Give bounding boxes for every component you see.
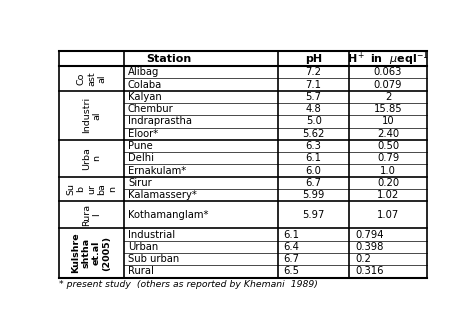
Text: 7.2: 7.2 [306, 67, 322, 77]
Text: Industrial: Industrial [128, 229, 175, 240]
Text: 5.97: 5.97 [302, 210, 325, 220]
Text: Rural: Rural [128, 267, 154, 277]
Text: 0.20: 0.20 [377, 178, 399, 188]
Text: 0.398: 0.398 [355, 242, 383, 252]
Text: 0.794: 0.794 [355, 229, 383, 240]
Text: 0.063: 0.063 [374, 67, 402, 77]
Text: Colaba: Colaba [128, 80, 162, 90]
Text: 0.2: 0.2 [355, 254, 371, 264]
Text: Co
ast
al: Co ast al [76, 71, 106, 86]
Text: Eloor*: Eloor* [128, 129, 158, 139]
Text: Sub urban: Sub urban [128, 254, 179, 264]
Text: * present study  (others as reported by Khemani  1989): * present study (others as reported by K… [59, 280, 318, 289]
Text: 10: 10 [382, 117, 394, 126]
Text: Indraprastha: Indraprastha [128, 117, 192, 126]
Text: 0.079: 0.079 [374, 80, 402, 90]
Text: Kothamanglam*: Kothamanglam* [128, 210, 209, 220]
Text: Urba
n: Urba n [82, 147, 101, 170]
Text: 6.4: 6.4 [283, 242, 299, 252]
Text: 5.62: 5.62 [302, 129, 325, 139]
Text: 4.8: 4.8 [306, 104, 321, 114]
Text: 1.02: 1.02 [377, 190, 399, 200]
Text: 6.5: 6.5 [283, 267, 300, 277]
Text: 5.99: 5.99 [302, 190, 325, 200]
Text: 6.3: 6.3 [306, 141, 321, 151]
Text: 1.0: 1.0 [380, 166, 396, 176]
Text: 0.316: 0.316 [355, 267, 383, 277]
Text: H$^+$ in  $\mu$eql$^{-1}$: H$^+$ in $\mu$eql$^{-1}$ [347, 49, 429, 68]
Text: Station: Station [146, 54, 191, 64]
Text: Kulshre
shtha
et.al
(2005): Kulshre shtha et.al (2005) [71, 233, 111, 273]
Text: 5.7: 5.7 [306, 92, 322, 102]
Text: Delhi: Delhi [128, 153, 154, 163]
Text: 0.50: 0.50 [377, 141, 399, 151]
Text: 15.85: 15.85 [374, 104, 402, 114]
Text: Pune: Pune [128, 141, 153, 151]
Text: 2.40: 2.40 [377, 129, 399, 139]
Text: 6.1: 6.1 [283, 229, 300, 240]
Text: 1.07: 1.07 [377, 210, 399, 220]
Text: 5.0: 5.0 [306, 117, 321, 126]
Text: Ernakulam*: Ernakulam* [128, 166, 186, 176]
Text: Sirur: Sirur [128, 178, 152, 188]
Text: 0.79: 0.79 [377, 153, 399, 163]
Text: Urban: Urban [128, 242, 158, 252]
Text: 2: 2 [385, 92, 391, 102]
Text: 6.7: 6.7 [306, 178, 322, 188]
Text: Su
b
ur
ba
n: Su b ur ba n [66, 183, 117, 195]
Text: 6.7: 6.7 [283, 254, 300, 264]
Text: Kalyan: Kalyan [128, 92, 162, 102]
Text: Alibag: Alibag [128, 67, 159, 77]
Text: 6.1: 6.1 [306, 153, 322, 163]
Text: Kalamassery*: Kalamassery* [128, 190, 197, 200]
Text: 6.0: 6.0 [306, 166, 321, 176]
Text: Industri
al: Industri al [82, 97, 101, 133]
Text: Rura
l: Rura l [82, 204, 101, 226]
Text: Chembur: Chembur [128, 104, 173, 114]
Text: 7.1: 7.1 [306, 80, 322, 90]
Text: pH: pH [305, 54, 322, 64]
